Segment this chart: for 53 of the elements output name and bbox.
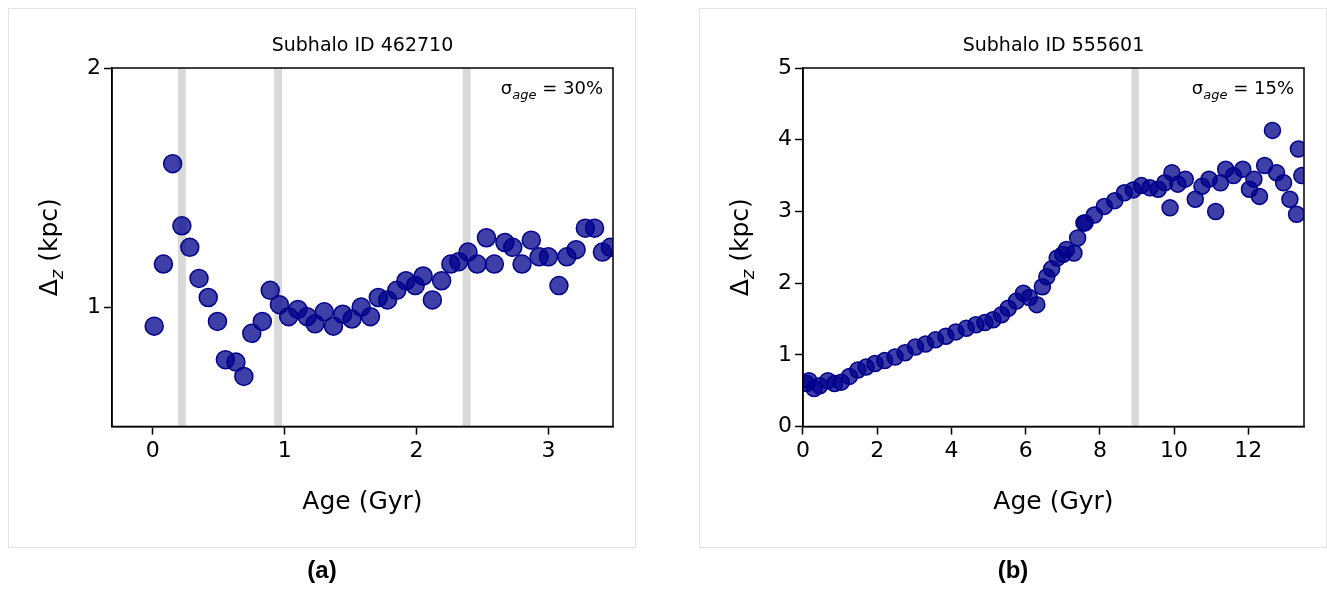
- y-tick-label: 0: [778, 412, 792, 438]
- chart-title: Subhalo ID 462710: [271, 33, 454, 55]
- x-tick-label: 0: [145, 436, 160, 462]
- y-tick-label: 3: [778, 197, 792, 223]
- point: [512, 254, 532, 274]
- x-tick-label: 8: [1092, 436, 1107, 462]
- x-axis-title: Age (Gyr): [993, 485, 1114, 515]
- point: [153, 254, 174, 274]
- point: [226, 352, 246, 372]
- point: [207, 311, 228, 332]
- y-tick-label: 5: [778, 53, 792, 79]
- y-axis-title: Δz (kpc): [34, 198, 68, 297]
- point: [172, 216, 192, 236]
- point: [314, 302, 335, 322]
- point: [484, 254, 505, 274]
- point: [189, 268, 209, 289]
- point: [566, 239, 586, 260]
- point: [467, 254, 487, 274]
- y-tick-label: 4: [778, 125, 792, 151]
- x-tick-label: 3: [541, 436, 556, 462]
- point: [584, 218, 605, 238]
- point: [198, 287, 218, 308]
- x-tick-label: 4: [944, 436, 959, 462]
- point: [422, 290, 443, 310]
- x-tick-label: 0: [796, 436, 810, 462]
- y-tick-label: 2: [778, 268, 792, 294]
- x-tick-label: 2: [870, 436, 885, 462]
- point: [476, 227, 497, 248]
- x-tick-label: 1: [277, 436, 292, 462]
- point: [360, 306, 381, 327]
- point: [413, 266, 433, 286]
- point: [431, 271, 452, 291]
- x-axis-title: Age (Gyr): [302, 485, 423, 515]
- y-axis-title: Δz (kpc): [725, 198, 759, 297]
- x-tick-label: 2: [409, 436, 424, 462]
- point: [503, 237, 523, 258]
- point: [521, 230, 542, 250]
- x-tick-label: 12: [1234, 436, 1263, 462]
- point: [234, 366, 254, 387]
- point: [260, 280, 280, 301]
- point: [538, 247, 559, 267]
- text: (a): [306, 556, 338, 584]
- x-tick-label: 6: [1018, 436, 1033, 462]
- point: [549, 275, 569, 296]
- point: [162, 153, 183, 174]
- point: [252, 311, 273, 332]
- point: [144, 316, 164, 336]
- x-tick-label: 10: [1160, 436, 1189, 462]
- chart-title: Subhalo ID 555601: [962, 33, 1145, 55]
- y-tick-label: 1: [778, 340, 792, 366]
- text: (b): [996, 556, 1030, 584]
- point: [180, 237, 200, 258]
- point: [242, 323, 262, 344]
